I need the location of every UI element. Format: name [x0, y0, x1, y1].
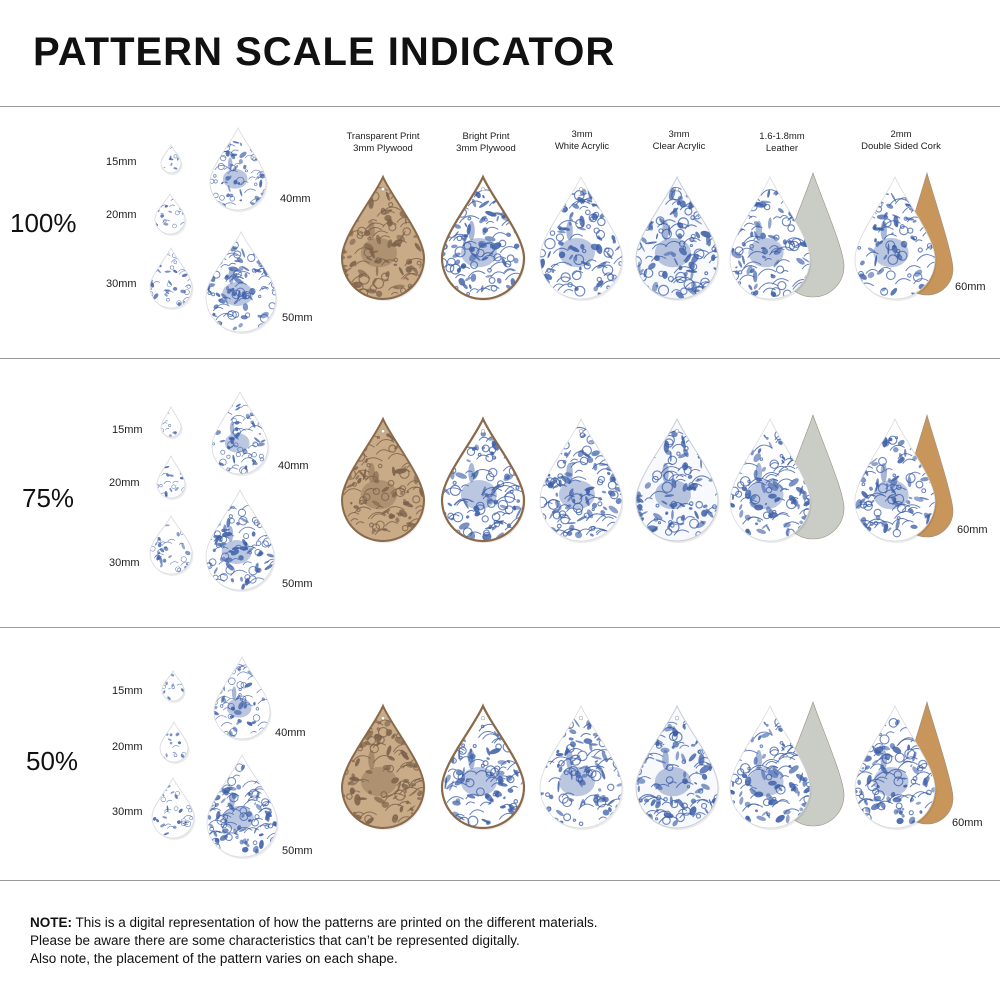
page-title: PATTERN SCALE INDICATOR — [33, 30, 616, 74]
mini-sample-drop — [154, 193, 187, 236]
divider-bottom — [0, 880, 1000, 881]
transparent-plywood-drop — [340, 174, 426, 301]
mini-sample-drop — [159, 721, 190, 764]
size-label-40mm: 40mm — [278, 460, 309, 472]
large-sample-drop — [205, 231, 278, 334]
material-header-clear-acrylic: 3mm Clear Acrylic — [652, 129, 706, 152]
divider-row2 — [0, 627, 1000, 628]
white-acrylic-drop — [539, 418, 624, 543]
scale-label-75: 75% — [22, 483, 75, 513]
large-sample-drop — [209, 127, 268, 212]
mini-sample-drop — [160, 144, 183, 175]
size-label-30mm: 30mm — [106, 278, 137, 290]
material-header-cork: 2mm Double Sided Cork — [861, 129, 941, 152]
bright-plywood-drop — [440, 703, 526, 830]
cork-front-drop — [854, 176, 937, 301]
cork-front-drop — [854, 418, 937, 543]
mini-sample-drop — [151, 777, 196, 840]
mini-sample-drop — [156, 455, 187, 500]
mini-sample-drop — [161, 670, 186, 703]
size-label-50mm: 50mm — [282, 312, 313, 324]
leather-front-drop — [729, 418, 812, 543]
large-sample-drop — [205, 489, 276, 592]
note-lead: NOTE: — [30, 915, 72, 930]
size-label-20mm: 20mm — [109, 477, 140, 489]
size-label-20mm: 20mm — [106, 209, 137, 221]
mini-sample-drop — [149, 515, 194, 576]
size-label-60mm: 60mm — [952, 817, 983, 829]
size-label-60mm: 60mm — [955, 281, 986, 293]
size-label-15mm: 15mm — [112, 685, 143, 697]
material-header-leather: 1.6-1.8mm Leather — [759, 131, 805, 154]
size-label-30mm: 30mm — [112, 806, 143, 818]
size-label-15mm: 15mm — [106, 156, 137, 168]
scale-label-50: 50% — [26, 746, 79, 776]
divider-top — [0, 106, 1000, 107]
divider-row1 — [0, 358, 1000, 359]
white-acrylic-drop — [539, 705, 624, 830]
note-line-1: This is a digital representation of how … — [72, 915, 598, 930]
cork-front-drop — [854, 705, 937, 830]
scale-label-100: 100% — [10, 208, 77, 238]
size-label-50mm: 50mm — [282, 845, 313, 857]
mini-sample-drop — [160, 406, 183, 439]
size-label-50mm: 50mm — [282, 578, 313, 590]
leather-front-drop — [729, 705, 812, 830]
note-line-3: Also note, the placement of the pattern … — [30, 951, 398, 966]
leather-front-drop — [729, 176, 812, 301]
material-header-transparent-plywood: Transparent Print 3mm Plywood — [346, 131, 420, 154]
large-sample-drop — [211, 391, 270, 476]
large-sample-drop — [206, 754, 279, 859]
size-label-20mm: 20mm — [112, 741, 143, 753]
material-header-white-acrylic: 3mm White Acrylic — [554, 129, 610, 152]
clear-acrylic-drop — [635, 704, 720, 830]
clear-acrylic-drop — [635, 417, 720, 543]
size-label-15mm: 15mm — [112, 424, 143, 436]
clear-acrylic-drop — [635, 175, 720, 301]
bright-plywood-drop — [440, 174, 526, 301]
size-label-40mm: 40mm — [275, 727, 306, 739]
size-label-30mm: 30mm — [109, 557, 140, 569]
transparent-plywood-drop — [340, 703, 426, 830]
note-text: NOTE: This is a digital representation o… — [30, 914, 598, 968]
size-label-60mm: 60mm — [957, 524, 988, 536]
bright-plywood-drop — [440, 416, 526, 543]
note-line-2: Please be aware there are some character… — [30, 933, 520, 948]
mini-sample-drop — [149, 247, 194, 310]
white-acrylic-drop — [539, 176, 624, 301]
size-label-40mm: 40mm — [280, 193, 311, 205]
transparent-plywood-drop — [340, 416, 426, 543]
material-header-bright-plywood: Bright Print 3mm Plywood — [456, 131, 516, 154]
large-sample-drop — [213, 656, 272, 741]
